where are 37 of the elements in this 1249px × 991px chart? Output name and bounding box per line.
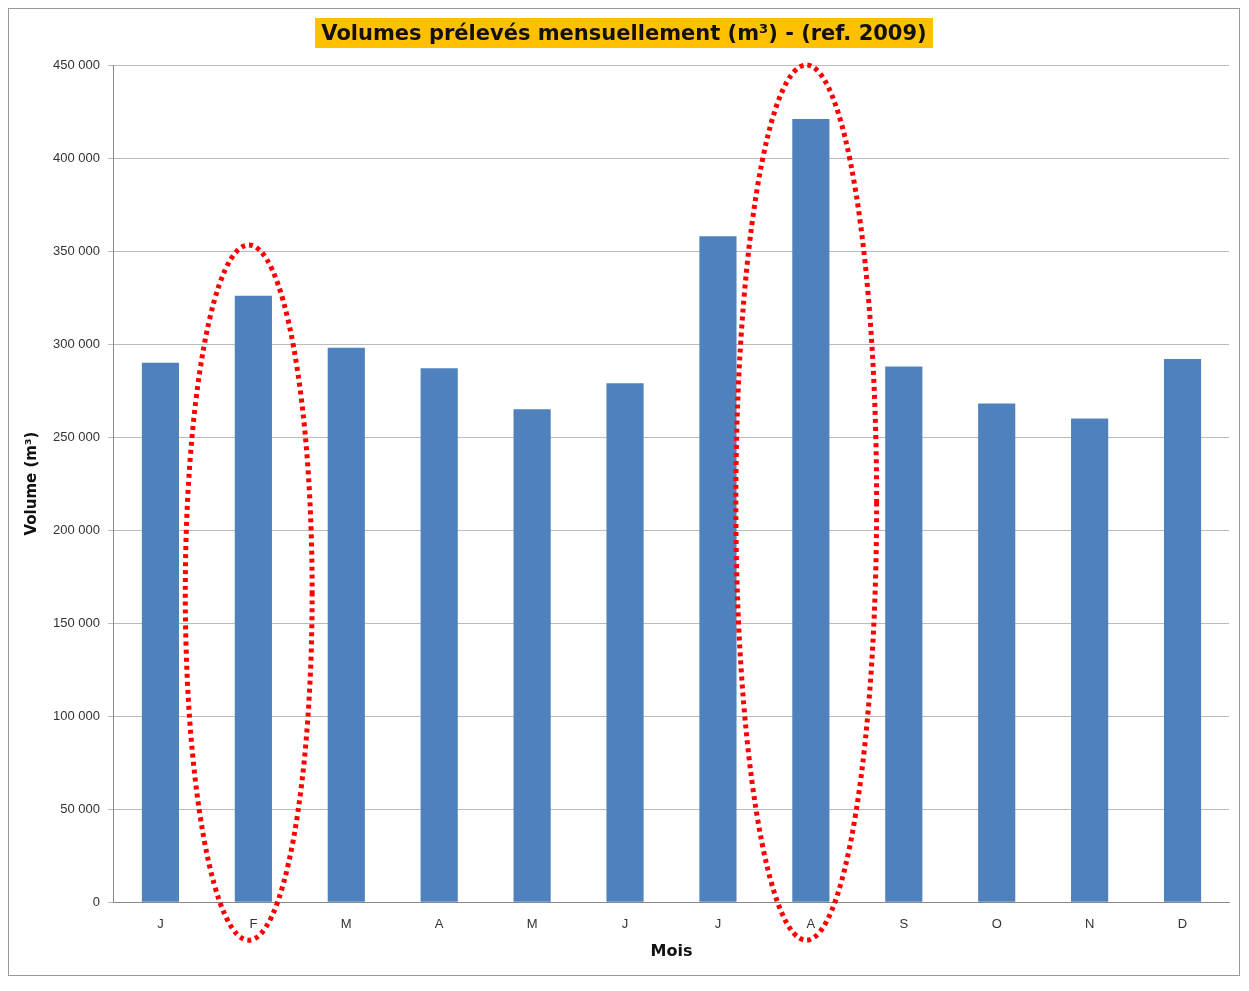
bar [327,347,365,902]
y-tick-label: 450 000 [52,56,100,72]
bar [1163,358,1202,902]
x-tick-label: F [249,915,258,931]
x-tick-label: N [1084,915,1095,931]
y-tick-label: 150 000 [52,614,100,630]
y-tick-label: 200 000 [52,521,100,537]
y-tick-label: 100 000 [52,707,100,723]
x-tick-label: M [526,915,538,931]
x-tick-label: S [899,915,909,931]
y-tick-label: 0 [92,893,100,909]
x-tick-label: M [340,915,352,931]
bar [141,362,180,902]
bar [792,118,830,902]
bar [1071,418,1109,902]
y-tick-label: 300 000 [52,335,100,351]
x-tick-label: D [1177,915,1188,931]
chart-title: Volumes prélevés mensuellement (m³) - (ref. 2009) [315,18,933,48]
x-tick-label: J [714,915,722,931]
x-tick-label: J [157,915,164,931]
x-tick-label: O [991,915,1002,931]
y-tick-label: 50 000 [60,800,100,816]
bar [699,236,737,902]
bar [420,368,458,902]
y-tick-label: 250 000 [52,428,100,444]
bar [885,366,923,902]
bar [513,409,551,902]
y-tick-label: 400 000 [52,149,100,165]
y-axis-title: Volume (m³) [21,431,40,536]
x-axis-title: Mois [650,940,693,960]
bar [234,295,272,902]
x-tick-label: J [621,915,629,931]
y-tick-label: 350 000 [52,242,100,258]
bar [606,383,644,902]
bar [978,403,1016,902]
x-tick-label: A [434,915,444,931]
x-tick-label: A [806,915,816,931]
